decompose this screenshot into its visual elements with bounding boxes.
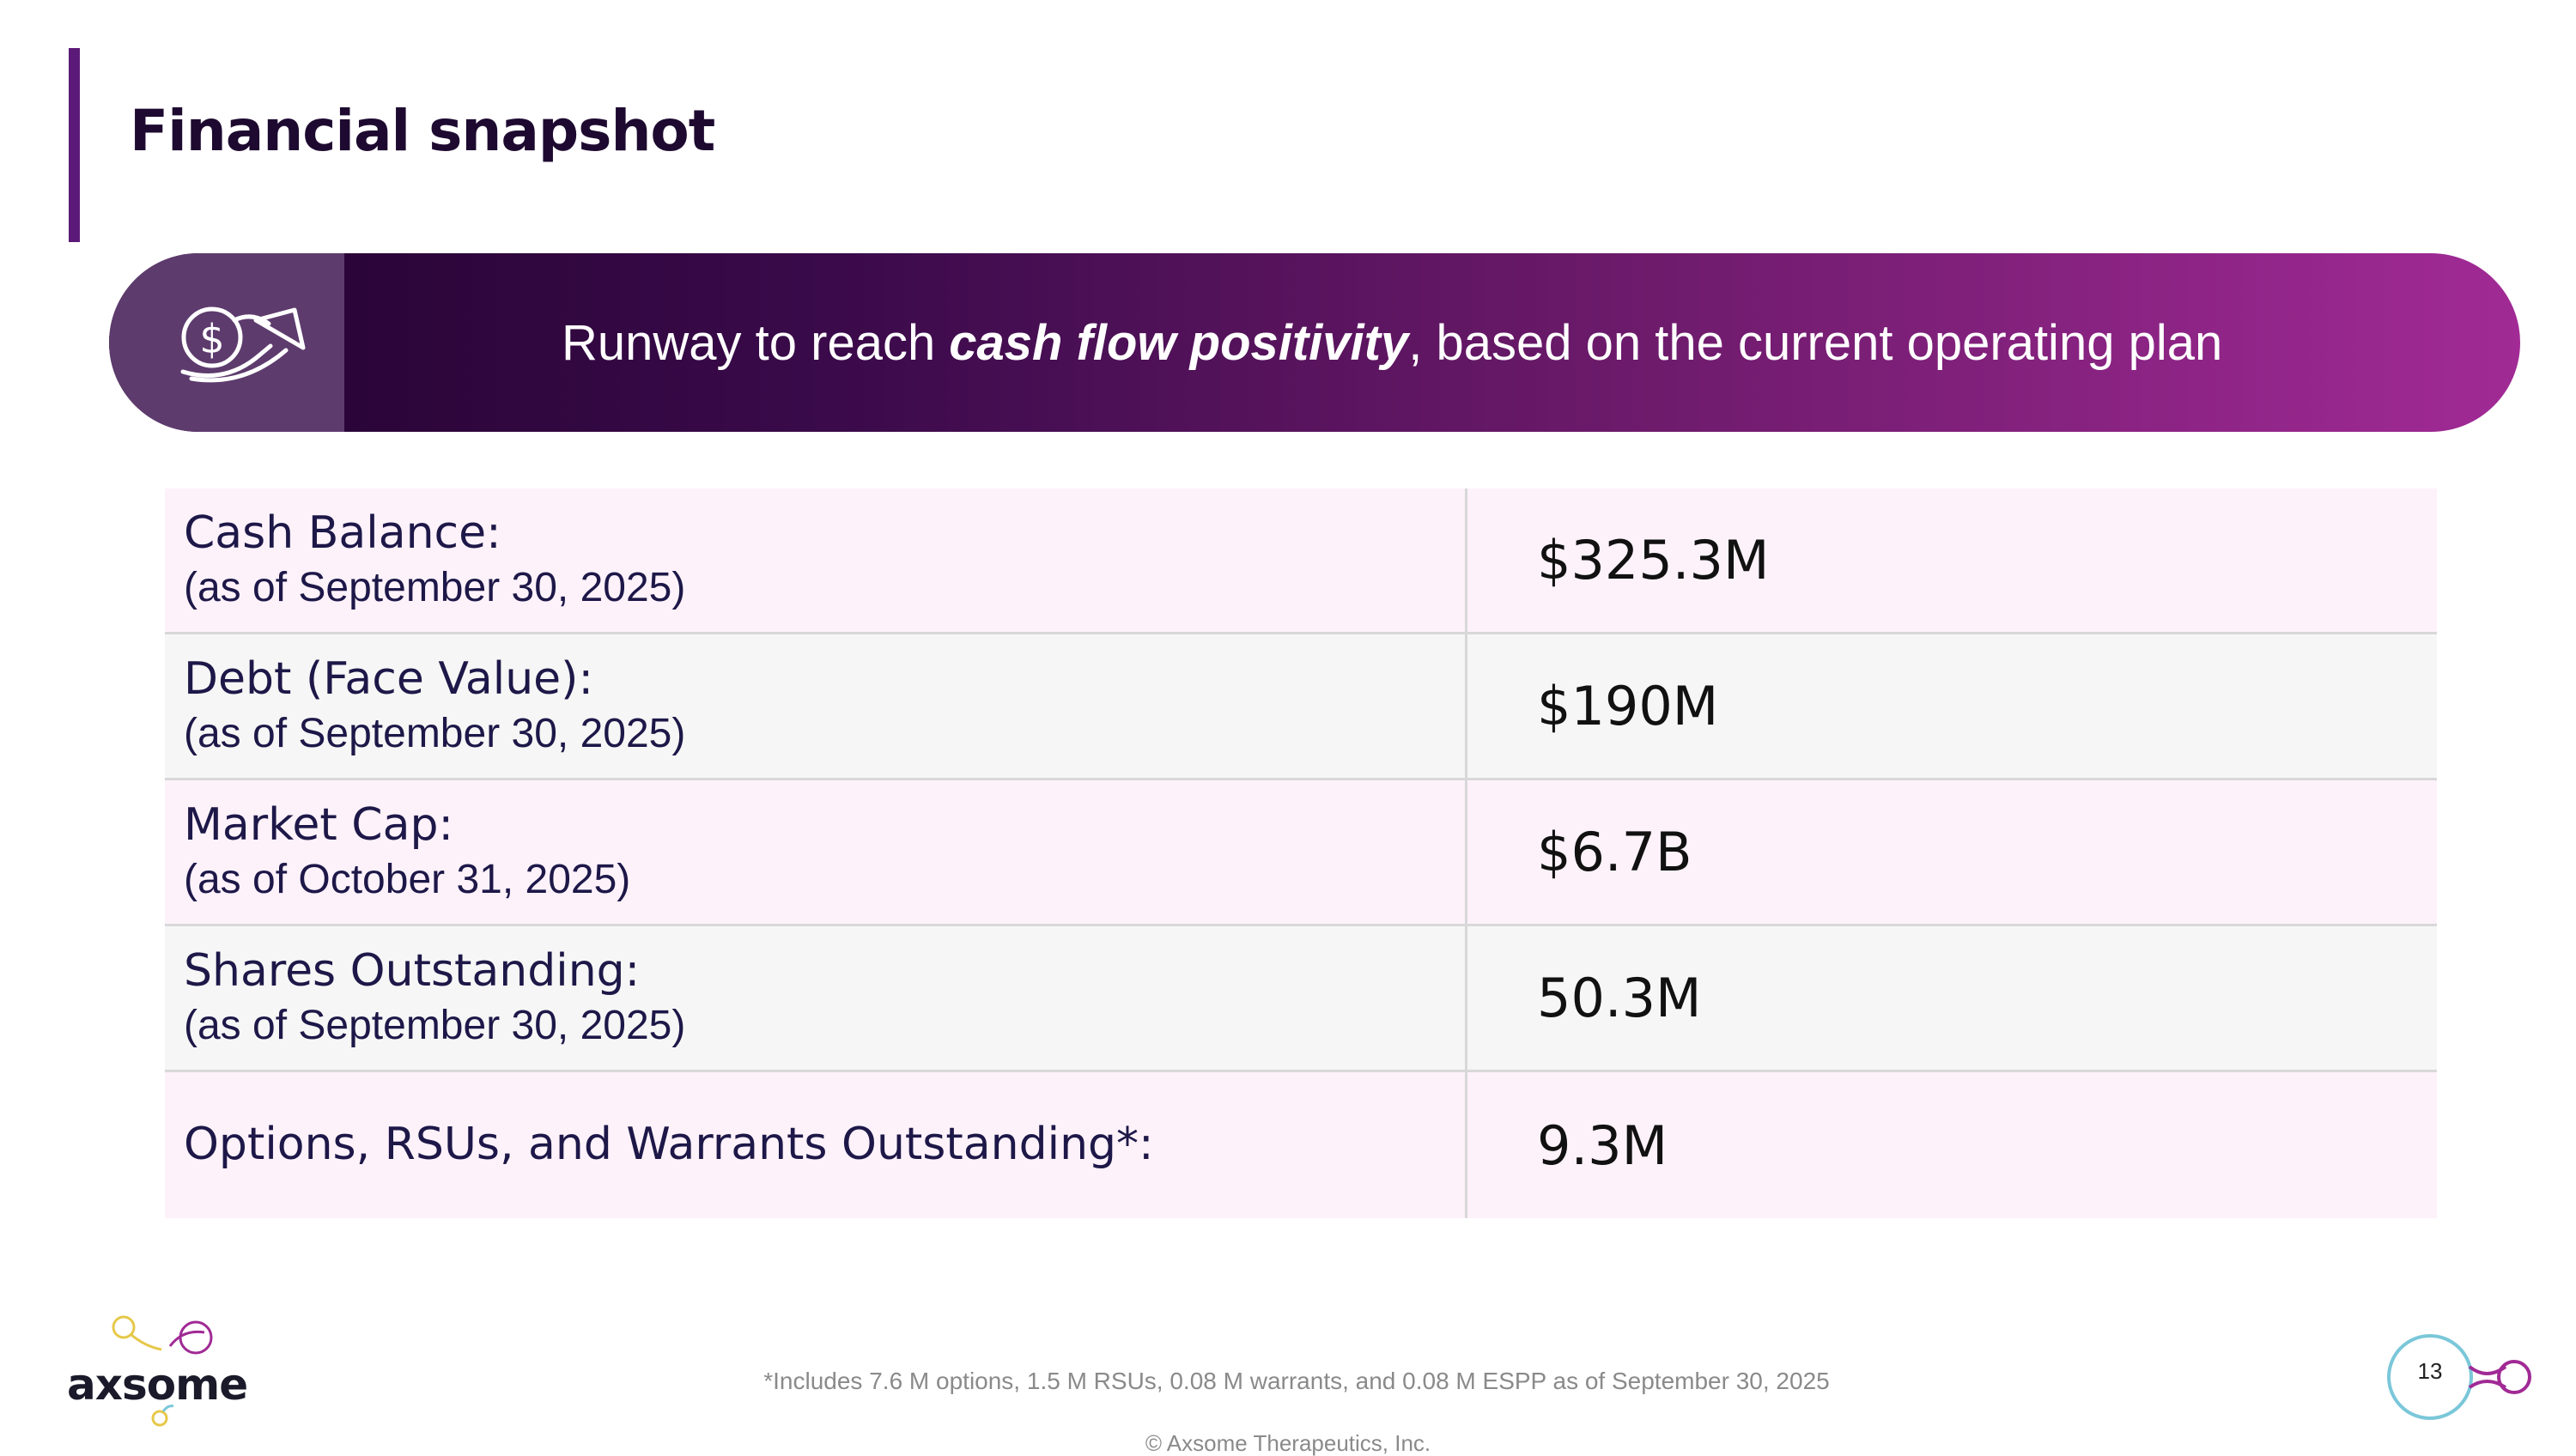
table-row-options-rsus-warrants: Options, RSUs, and Warrants Outstanding*… (165, 1072, 2437, 1218)
row-value: 9.3M (1537, 1113, 1668, 1177)
row-value: $190M (1537, 675, 1719, 737)
row-sublabel: (as of October 31, 2025) (184, 856, 631, 902)
financial-table: Cash Balance: (as of September 30, 2025)… (165, 488, 2437, 1218)
row-sublabel: (as of September 30, 2025) (184, 1002, 686, 1048)
banner-text-after: , based on the current operating plan (1408, 314, 2223, 371)
row-label: Shares Outstanding: (184, 944, 641, 997)
row-label: Options, RSUs, and Warrants Outstanding*… (184, 1119, 1154, 1171)
svg-text:$: $ (199, 316, 224, 362)
banner-icon-container: $ (109, 253, 344, 432)
runway-banner: $ Runway to reach cash flow positivity ,… (109, 253, 2520, 432)
copyright: © Axsome Therapeutics, Inc. (1145, 1430, 1431, 1456)
footnote: *Includes 7.6 M options, 1.5 M RSUs, 0.0… (763, 1368, 1830, 1394)
row-label-cell: Options, RSUs, and Warrants Outstanding*… (165, 1072, 1467, 1218)
page-number: 13 (2417, 1358, 2443, 1384)
logo-molecule-icon (112, 1315, 213, 1427)
row-label-cell: Shares Outstanding: (as of September 30,… (165, 926, 1467, 1070)
row-value: $6.7B (1537, 821, 1692, 883)
page-title: Financial snapshot (130, 98, 715, 164)
row-label-cell: Cash Balance: (as of September 30, 2025) (165, 488, 1467, 632)
table-row-cash-balance: Cash Balance: (as of September 30, 2025)… (165, 488, 2437, 634)
title-accent-bar (69, 48, 80, 242)
row-label-cell: Market Cap: (as of October 31, 2025) (165, 780, 1467, 924)
banner-text: Runway to reach cash flow positivity , b… (562, 253, 2222, 432)
row-sublabel: (as of September 30, 2025) (184, 564, 686, 610)
banner-text-before: Runway to reach (562, 314, 936, 371)
row-label: Cash Balance: (184, 507, 501, 559)
row-label-cell: Debt (Face Value): (as of September 30, … (165, 634, 1467, 778)
dollar-growth-arrow-icon: $ (180, 306, 306, 383)
row-value: $325.3M (1537, 529, 1770, 592)
table-row-debt: Debt (Face Value): (as of September 30, … (165, 634, 2437, 780)
page-number-badge-icon (2387, 1334, 2531, 1420)
company-logo: axsome (67, 1312, 273, 1432)
table-row-shares-outstanding: Shares Outstanding: (as of September 30,… (165, 926, 2437, 1072)
logo-text: axsome (67, 1360, 248, 1410)
row-value: 50.3M (1537, 967, 1702, 1029)
banner-text-emphasis: cash flow positivity (949, 314, 1409, 371)
row-label: Market Cap: (184, 798, 453, 851)
row-label: Debt (Face Value): (184, 652, 593, 705)
table-row-market-cap: Market Cap: (as of October 31, 2025) $6.… (165, 780, 2437, 926)
row-sublabel: (as of September 30, 2025) (184, 710, 686, 756)
